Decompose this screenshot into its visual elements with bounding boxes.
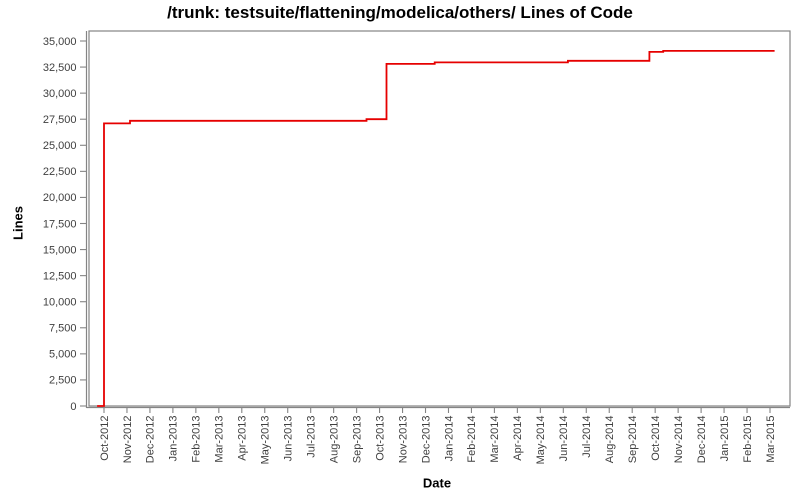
x-tick-label: Mar-2015 bbox=[765, 416, 777, 463]
y-tick-label: 15,000 bbox=[43, 244, 77, 256]
y-tick-label: 27,500 bbox=[43, 114, 77, 126]
x-tick-label: Nov-2014 bbox=[673, 416, 685, 464]
y-tick-label: 32,500 bbox=[43, 62, 77, 74]
x-tick-label: Jun-2013 bbox=[283, 416, 295, 462]
y-tick-label: 5,000 bbox=[49, 349, 77, 361]
chart-title: /trunk: testsuite/flattening/modelica/ot… bbox=[167, 3, 633, 22]
x-tick-label: Feb-2015 bbox=[742, 416, 754, 463]
x-tick-label: Jul-2014 bbox=[581, 416, 593, 458]
x-tick-label: Oct-2014 bbox=[650, 416, 662, 461]
x-tick-label: Dec-2014 bbox=[696, 416, 708, 464]
y-tick-label: 22,500 bbox=[43, 166, 77, 178]
x-tick-label: Feb-2014 bbox=[466, 416, 478, 463]
x-tick-label: Mar-2013 bbox=[214, 416, 226, 463]
x-tick-label: Dec-2012 bbox=[145, 416, 157, 464]
y-tick-label: 0 bbox=[70, 401, 76, 413]
x-tick-label: Dec-2013 bbox=[420, 416, 432, 464]
x-tick-label: Apr-2014 bbox=[512, 416, 524, 461]
x-tick-label: Nov-2012 bbox=[122, 416, 134, 464]
y-tick-label: 12,500 bbox=[43, 270, 77, 282]
y-tick-label: 20,000 bbox=[43, 192, 77, 204]
y-tick-label: 10,000 bbox=[43, 297, 77, 309]
plot-border bbox=[88, 30, 791, 407]
x-tick-label: Jul-2013 bbox=[305, 416, 317, 458]
y-tick-label: 25,000 bbox=[43, 140, 77, 152]
x-tick-label: Apr-2013 bbox=[237, 416, 249, 461]
x-tick-label: Sep-2014 bbox=[627, 416, 639, 464]
y-tick-label: 2,500 bbox=[49, 375, 77, 387]
x-tick-label: Jan-2013 bbox=[168, 416, 180, 462]
x-tick-label: Mar-2014 bbox=[489, 416, 501, 463]
y-tick-label: 35,000 bbox=[43, 36, 77, 48]
y-tick-label: 17,500 bbox=[43, 218, 77, 230]
x-tick-label: May-2014 bbox=[535, 416, 547, 465]
x-tick-label: Jan-2014 bbox=[443, 416, 455, 462]
x-tick-label: Aug-2014 bbox=[604, 416, 616, 464]
x-tick-label: Nov-2013 bbox=[397, 416, 409, 464]
series-line bbox=[97, 50, 775, 407]
x-tick-label: Oct-2013 bbox=[374, 416, 386, 461]
x-tick-label: Jun-2014 bbox=[558, 416, 570, 462]
y-tick-label: 7,500 bbox=[49, 323, 77, 335]
x-axis-label: Date bbox=[422, 475, 452, 491]
x-tick-label: Jan-2015 bbox=[719, 416, 731, 462]
x-tick-label: Oct-2012 bbox=[99, 416, 111, 461]
x-tick-label: Feb-2013 bbox=[191, 416, 203, 463]
x-tick-label: May-2013 bbox=[260, 416, 272, 465]
x-tick-label: Sep-2013 bbox=[351, 416, 363, 464]
y-tick-label: 30,000 bbox=[43, 88, 77, 100]
x-tick-label: Aug-2013 bbox=[328, 416, 340, 464]
